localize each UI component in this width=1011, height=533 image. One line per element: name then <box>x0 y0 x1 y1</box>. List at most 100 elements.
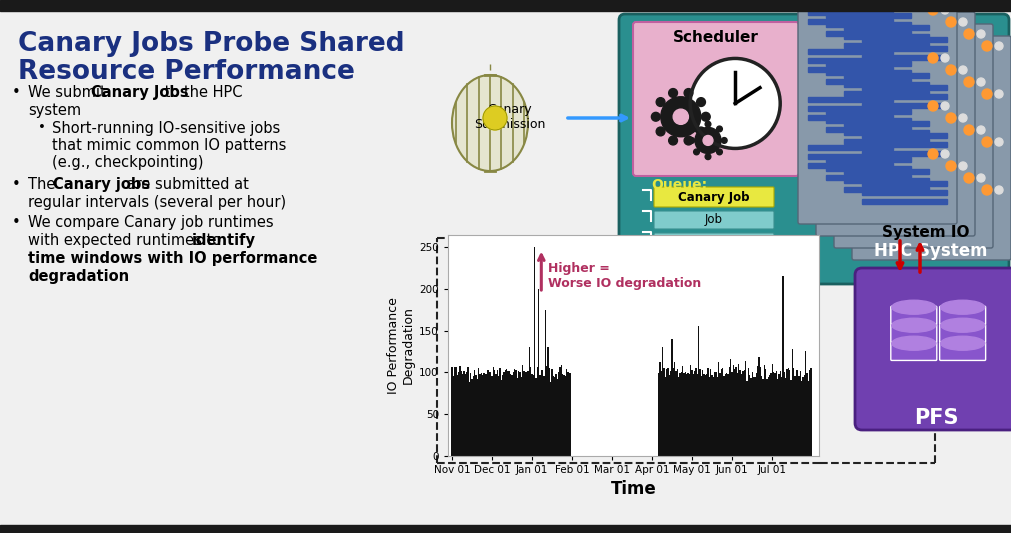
Bar <box>826 13 911 18</box>
Circle shape <box>964 77 974 87</box>
Bar <box>844 130 929 135</box>
Circle shape <box>722 138 727 143</box>
Y-axis label: IO Performance
Degradation: IO Performance Degradation <box>387 297 415 393</box>
Bar <box>487 370 488 456</box>
Bar <box>862 85 947 90</box>
Bar <box>533 375 534 456</box>
Bar <box>844 73 929 78</box>
Bar <box>844 169 929 174</box>
Bar <box>749 375 750 456</box>
Bar <box>509 371 510 456</box>
Circle shape <box>483 106 507 130</box>
Circle shape <box>959 18 967 26</box>
Bar <box>801 381 802 456</box>
Bar <box>472 376 474 456</box>
Bar <box>658 373 659 456</box>
Bar <box>520 372 521 456</box>
Circle shape <box>656 127 665 136</box>
Bar <box>510 374 512 456</box>
Bar <box>708 368 709 456</box>
Text: Canary Jobs Probe Shared: Canary Jobs Probe Shared <box>18 31 404 57</box>
Bar <box>492 367 494 456</box>
Circle shape <box>982 89 992 99</box>
Text: PFS: PFS <box>914 408 958 428</box>
Bar <box>751 372 753 456</box>
Bar <box>826 22 911 27</box>
Text: Canary jobs: Canary jobs <box>54 177 151 192</box>
Bar <box>826 109 911 114</box>
Text: with expected runtimes to: with expected runtimes to <box>28 233 225 248</box>
Bar <box>686 374 687 456</box>
Ellipse shape <box>892 318 936 332</box>
Bar <box>478 368 479 456</box>
Bar <box>550 382 551 456</box>
Bar <box>800 371 801 456</box>
Circle shape <box>717 126 722 132</box>
Bar <box>683 373 684 456</box>
FancyBboxPatch shape <box>939 342 986 360</box>
Bar <box>490 372 491 456</box>
Bar <box>810 368 812 456</box>
Bar <box>702 370 704 456</box>
Circle shape <box>982 137 992 147</box>
Bar <box>808 115 894 120</box>
Bar <box>457 375 458 456</box>
Circle shape <box>959 66 967 74</box>
Bar <box>730 359 732 456</box>
Circle shape <box>673 109 688 124</box>
Bar <box>796 370 797 456</box>
Bar <box>693 374 695 456</box>
Bar <box>809 370 810 456</box>
Bar <box>729 367 730 456</box>
Bar <box>779 372 780 456</box>
Bar <box>735 367 737 456</box>
Bar <box>471 379 472 456</box>
Bar <box>500 380 501 456</box>
Bar <box>745 361 746 456</box>
Bar <box>746 381 747 456</box>
Bar <box>808 381 809 456</box>
Bar <box>688 375 691 456</box>
Bar <box>549 368 550 456</box>
Bar <box>538 289 539 456</box>
Bar <box>553 376 554 456</box>
Bar <box>808 19 894 24</box>
Circle shape <box>946 17 956 27</box>
Bar <box>570 373 571 456</box>
Ellipse shape <box>892 300 936 314</box>
Bar <box>706 374 708 456</box>
Bar <box>679 373 680 456</box>
Circle shape <box>941 54 949 62</box>
Bar <box>499 368 500 456</box>
Bar <box>739 370 741 456</box>
Circle shape <box>691 59 780 148</box>
Circle shape <box>705 122 711 127</box>
Bar <box>455 367 457 456</box>
Circle shape <box>695 127 721 154</box>
Bar <box>775 370 776 456</box>
Bar <box>566 369 567 456</box>
Bar <box>528 372 529 456</box>
FancyBboxPatch shape <box>654 211 774 229</box>
Bar <box>561 365 562 456</box>
Ellipse shape <box>892 336 936 350</box>
Text: Higher =
Worse IO degradation: Higher = Worse IO degradation <box>548 262 702 290</box>
Circle shape <box>668 136 677 145</box>
Bar <box>521 376 522 456</box>
Text: •: • <box>12 85 21 100</box>
Bar <box>808 163 894 168</box>
Bar <box>503 372 504 456</box>
Bar <box>713 377 714 456</box>
Bar <box>761 376 762 456</box>
Circle shape <box>697 98 706 107</box>
Bar <box>551 369 553 456</box>
Bar <box>726 373 728 456</box>
Circle shape <box>702 112 710 121</box>
Text: •: • <box>12 177 21 192</box>
Bar <box>799 376 800 456</box>
Bar <box>468 382 470 456</box>
Bar <box>734 369 735 456</box>
Circle shape <box>688 138 695 143</box>
Text: to the HPC: to the HPC <box>161 85 243 100</box>
Bar <box>671 339 672 456</box>
